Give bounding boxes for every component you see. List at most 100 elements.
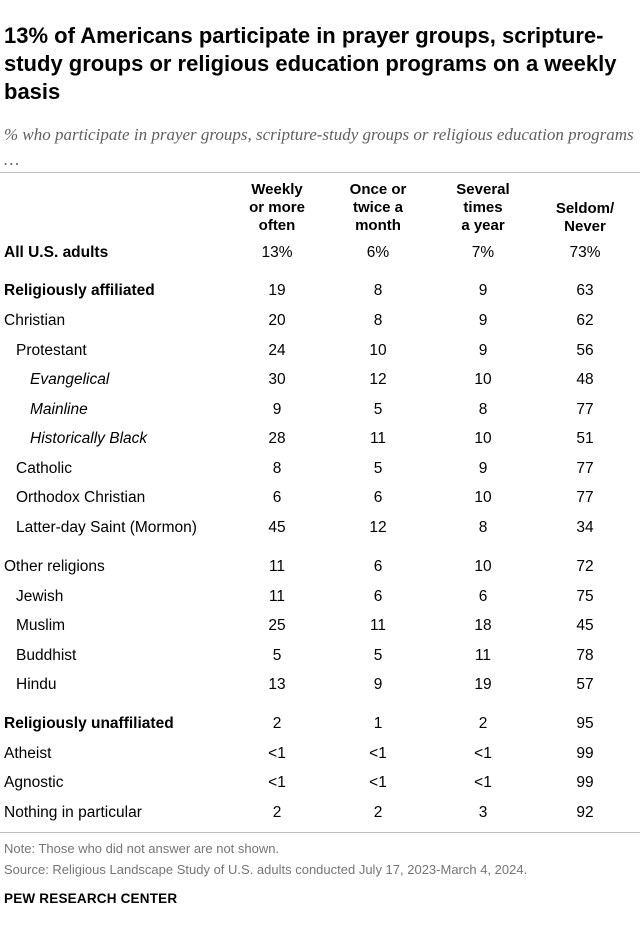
row-label: Catholic	[16, 460, 72, 477]
table-row: Catholic 8 5 9 77	[0, 454, 640, 484]
table-row: Religiously affiliated 19 8 9 63	[0, 276, 640, 306]
table-row: Buddhist 5 5 11 78	[0, 641, 640, 671]
chart-title: 13% of Americans participate in prayer g…	[4, 23, 617, 104]
column-header-several-times: Several times a year	[433, 181, 533, 235]
table-cell: 56	[576, 342, 594, 359]
table-cell: 11	[474, 647, 492, 664]
table-row: Historically Black 28 11 10 51	[0, 424, 640, 454]
column-header-seldom-never: Seldom/ Never	[535, 200, 635, 236]
source: Source: Religious Landscape Study of U.S…	[4, 862, 528, 877]
table-cell: 6	[373, 489, 383, 506]
row-label: Christian	[4, 312, 66, 329]
column-header-line: often	[258, 217, 296, 234]
table-cell: 92	[576, 804, 594, 821]
table-cell: 13	[268, 676, 286, 693]
row-label: Mainline	[30, 401, 88, 418]
table-cell: 95	[576, 715, 594, 732]
column-header-monthly: Once or twice a month	[328, 181, 428, 235]
table-cell: 13%	[261, 244, 293, 261]
table-cell: 72	[576, 558, 594, 575]
table-row: Evangelical 30 12 10 48	[0, 365, 640, 395]
table-cell: 1	[373, 715, 383, 732]
table-cell: 3	[478, 804, 488, 821]
column-header-line: twice a	[352, 199, 404, 216]
row-label: Other religions	[4, 558, 105, 575]
row-label: Orthodox Christian	[16, 489, 146, 506]
row-label: Religiously affiliated	[4, 282, 155, 299]
table-cell: 6	[272, 489, 282, 506]
table-cell: 9	[478, 460, 488, 477]
table-cell: 9	[373, 676, 383, 693]
table-row: Latter-day Saint (Mormon) 45 12 8 34	[0, 513, 640, 543]
table-cell: 45	[576, 617, 594, 634]
table-cell: 24	[268, 342, 286, 359]
table-cell: 2	[272, 715, 282, 732]
row-label: Religiously unaffiliated	[4, 715, 174, 732]
row-label: Historically Black	[30, 430, 148, 447]
table-cell: 51	[576, 430, 594, 447]
table-cell: 99	[576, 745, 594, 762]
table-cell: 28	[268, 430, 286, 447]
table-row: Other religions 11 6 10 72	[0, 552, 640, 582]
table-cell: 5	[373, 647, 383, 664]
table-cell: 11	[369, 617, 387, 634]
column-header-line: a year	[461, 217, 505, 234]
table-cell: 10	[474, 558, 492, 575]
table-row: Mainline 9 5 8 77	[0, 395, 640, 425]
table-cell: 77	[576, 489, 594, 506]
header-divider	[0, 172, 640, 173]
table-cell: 8	[373, 282, 383, 299]
table-cell: 6	[478, 588, 488, 605]
table-cell: 77	[576, 401, 594, 418]
table-cell: 8	[478, 401, 488, 418]
table-cell: 2	[373, 804, 383, 821]
row-label: Latter-day Saint (Mormon)	[16, 519, 197, 536]
table-cell: 9	[478, 342, 488, 359]
table-cell: <1	[474, 745, 492, 762]
table-cell: 19	[474, 676, 492, 693]
table-cell: 75	[576, 588, 594, 605]
table-row: Hindu 13 9 19 57	[0, 670, 640, 700]
column-header-line: month	[355, 217, 401, 234]
table-cell: <1	[369, 774, 387, 791]
column-header-line: Weekly	[251, 181, 303, 198]
table-cell: 8	[478, 519, 488, 536]
row-label: Atheist	[4, 745, 52, 762]
table-cell: 6%	[366, 244, 390, 261]
column-header-line: Never	[564, 218, 606, 235]
table-row: Orthodox Christian 6 6 10 77	[0, 483, 640, 513]
table-cell: 19	[268, 282, 286, 299]
table-cell: 9	[478, 312, 488, 329]
table-cell: 2	[272, 804, 282, 821]
table-cell: 10	[474, 489, 492, 506]
row-label: Nothing in particular	[4, 804, 142, 821]
row-label: Agnostic	[4, 774, 64, 791]
table-cell: 11	[268, 558, 286, 575]
table-cell: 45	[268, 519, 286, 536]
table-cell: 25	[268, 617, 286, 634]
table-cell: 48	[576, 371, 594, 388]
table-row: Atheist <1 <1 <1 99	[0, 739, 640, 769]
table-cell: 62	[576, 312, 594, 329]
table-cell: 5	[272, 647, 282, 664]
table-row: All U.S. adults 13% 6% 7% 73%	[0, 238, 640, 268]
table-cell: 77	[576, 460, 594, 477]
table-cell: 10	[369, 342, 387, 359]
column-header-line: Seldom/	[555, 200, 615, 217]
table-cell: <1	[474, 774, 492, 791]
table-row: Protestant 24 10 9 56	[0, 336, 640, 366]
table-cell: 10	[474, 430, 492, 447]
table-cell: <1	[268, 745, 286, 762]
note: Note: Those who did not answer are not s…	[4, 841, 280, 856]
table-cell: 12	[369, 371, 387, 388]
table-cell: 34	[576, 519, 594, 536]
table-cell: 20	[268, 312, 286, 329]
table-row: Muslim 25 11 18 45	[0, 611, 640, 641]
table-cell: 6	[373, 588, 383, 605]
table-cell: 78	[576, 647, 594, 664]
table-cell: 5	[373, 401, 383, 418]
table-cell: 9	[478, 282, 488, 299]
table-cell: 5	[373, 460, 383, 477]
table-row: Religiously unaffiliated 2 1 2 95	[0, 709, 640, 739]
table-cell: 11	[369, 430, 387, 447]
